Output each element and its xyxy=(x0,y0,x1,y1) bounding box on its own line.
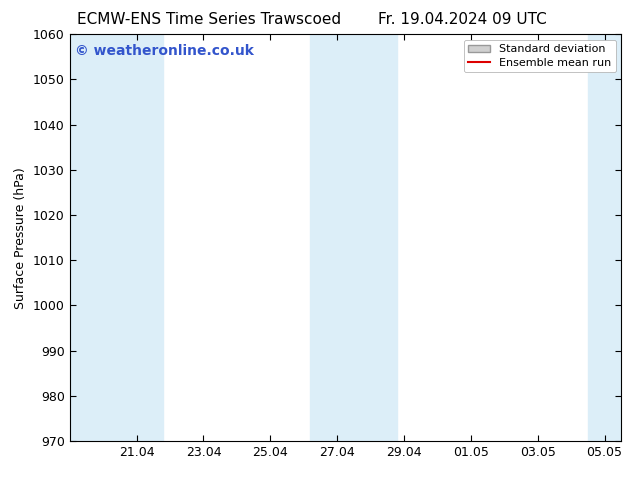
Legend: Standard deviation, Ensemble mean run: Standard deviation, Ensemble mean run xyxy=(463,40,616,72)
Bar xyxy=(311,34,398,441)
Bar xyxy=(588,34,634,441)
Bar xyxy=(60,34,164,441)
Y-axis label: Surface Pressure (hPa): Surface Pressure (hPa) xyxy=(15,167,27,309)
Text: © weatheronline.co.uk: © weatheronline.co.uk xyxy=(75,45,254,58)
Text: ECMW-ENS Time Series Trawscoed: ECMW-ENS Time Series Trawscoed xyxy=(77,12,341,27)
Text: Fr. 19.04.2024 09 UTC: Fr. 19.04.2024 09 UTC xyxy=(378,12,547,27)
